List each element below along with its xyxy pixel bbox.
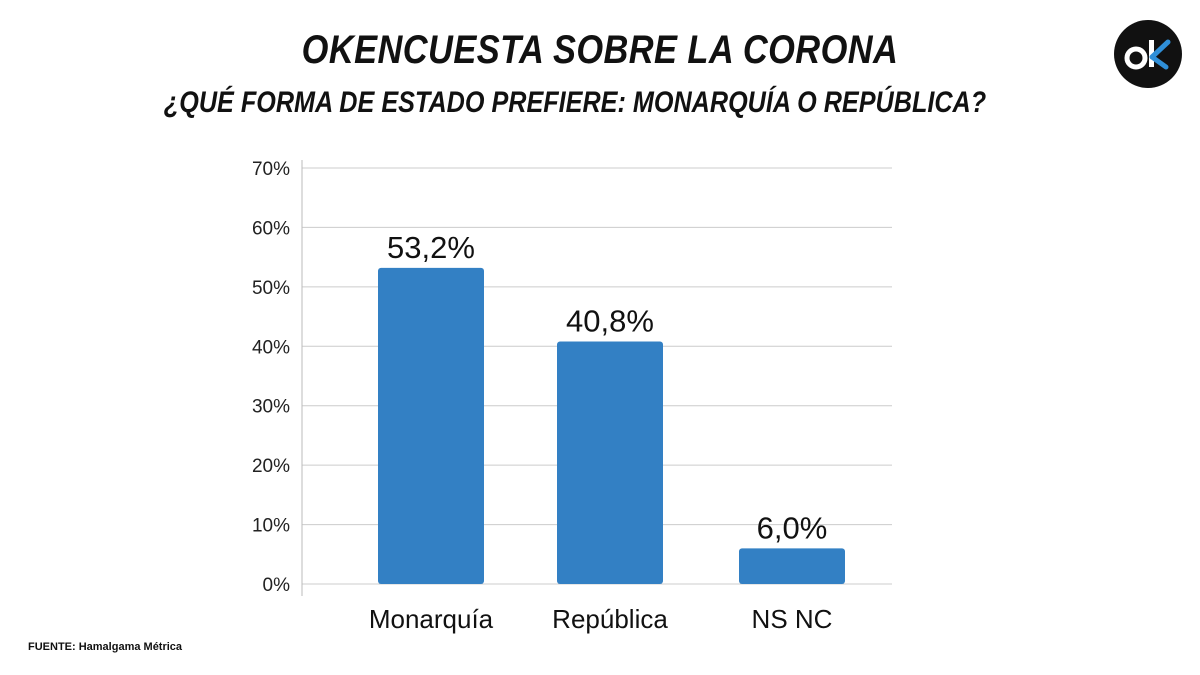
data-label: 40,8%: [566, 304, 654, 339]
category-label: NS NC: [752, 604, 833, 634]
y-tick-label: 30%: [252, 397, 290, 418]
bar: [557, 341, 663, 584]
category-label: República: [552, 604, 668, 634]
y-tick-label: 20%: [252, 456, 290, 477]
y-tick-label: 70%: [252, 159, 290, 180]
bars: [378, 267, 845, 584]
ok-logo-icon: [1124, 39, 1171, 70]
data-labels: 53,2% 40,8% 6,0%: [387, 230, 827, 546]
y-tick-label: 10%: [252, 516, 290, 537]
category-labels: Monarquía República NS NC: [369, 604, 833, 634]
y-tick-label: 50%: [252, 278, 290, 299]
source-note: FUENTE: Hamalgama Métrica: [28, 641, 183, 653]
y-tick-label: 60%: [252, 218, 290, 239]
y-tick-label: 0%: [263, 575, 291, 596]
bar: [739, 548, 845, 584]
chart-title: OKENCUESTA SOBRE LA CORONA: [301, 28, 899, 72]
ok-logo: [1114, 20, 1182, 88]
chart-subtitle: ¿QUÉ FORMA DE ESTADO PREFIERE: MONARQUÍA…: [163, 86, 987, 119]
data-label: 53,2%: [387, 230, 475, 265]
y-tick-label: 40%: [252, 337, 290, 358]
y-axis: 0% 10% 20% 30% 40% 50% 60% 70%: [252, 159, 303, 596]
bar: [378, 267, 484, 584]
data-label: 6,0%: [757, 510, 828, 545]
category-label: Monarquía: [369, 604, 494, 634]
